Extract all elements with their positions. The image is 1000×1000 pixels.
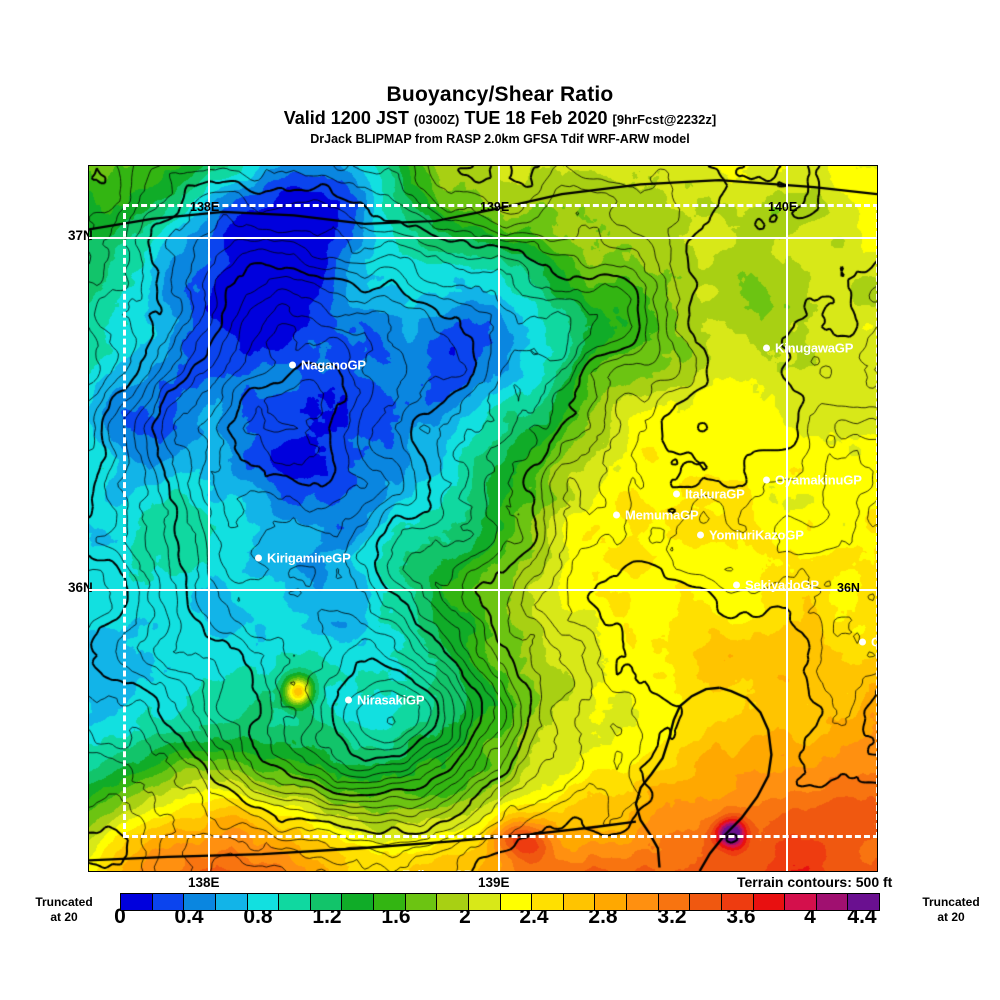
color-scale-cell	[374, 894, 406, 910]
color-scale-cell	[468, 894, 501, 910]
axis-latitude-label: 36N	[68, 580, 93, 595]
color-scale-cell	[121, 894, 153, 910]
station-marker[interactable]: SekiyadoGP	[733, 578, 819, 593]
color-scale-cell	[816, 894, 849, 910]
color-scale-cell	[184, 894, 216, 910]
color-scale-tick-label: 2	[459, 905, 471, 928]
axis-longitude-label: 139E	[478, 875, 510, 890]
station-marker[interactable]: FujiganeGP	[390, 868, 472, 873]
color-scale-bar[interactable]	[120, 893, 880, 911]
truncated-right-line2: at 20	[937, 910, 965, 924]
color-scale-cell	[753, 894, 786, 910]
valid-date: TUE 18 Feb 2020	[464, 108, 608, 128]
color-scale-tick-label: 0	[114, 905, 126, 928]
station-dot-icon	[763, 344, 770, 352]
truncated-note-left: Truncated at 20	[18, 895, 110, 925]
graticule-meridian	[786, 166, 788, 871]
station-label: KirigamineGP	[267, 550, 351, 566]
color-scale-cell	[405, 894, 438, 910]
station-label: FujiganeGP	[402, 868, 472, 872]
valid-utc: (0300Z)	[413, 112, 460, 127]
color-scale-cell	[785, 894, 817, 910]
domain-boundary-box	[123, 204, 877, 838]
title-block: Buoyancy/Shear Ratio Valid 1200 JST (030…	[0, 84, 1000, 147]
map-raster	[89, 166, 877, 871]
color-scale-cell	[595, 894, 627, 910]
longitude-label: 138E	[190, 200, 220, 214]
axis-latitude-label: 37N	[68, 228, 93, 243]
graticule-meridian	[208, 166, 210, 871]
station-dot-icon	[289, 361, 296, 369]
station-marker[interactable]: OyamakinuGP	[763, 473, 862, 488]
page-title: Buoyancy/Shear Ratio	[386, 83, 614, 106]
station-label: Ohtone	[871, 635, 877, 650]
forecast-tag: [9hrFcst@2232z]	[612, 112, 717, 127]
graticule-meridian	[498, 166, 500, 871]
latitude-label-inside: 36N	[837, 581, 860, 595]
truncated-right-line1: Truncated	[922, 895, 980, 909]
color-scale-cell	[721, 894, 754, 910]
station-dot-icon	[255, 554, 262, 562]
station-marker[interactable]: Ohtone	[859, 635, 877, 650]
station-dot-icon	[859, 638, 866, 646]
truncated-left-line1: Truncated	[35, 895, 93, 909]
color-scale-cell	[532, 894, 564, 910]
color-scale-cell	[627, 894, 659, 910]
color-scale-cell	[658, 894, 691, 910]
station-marker[interactable]: NaganoGP	[289, 358, 366, 373]
color-scale-cell	[152, 894, 185, 910]
station-dot-icon	[697, 531, 704, 539]
station-marker[interactable]: MemumaGP	[613, 508, 699, 523]
truncated-note-right: Truncated at 20	[905, 895, 997, 925]
station-dot-icon	[345, 696, 352, 704]
graticule-parallel	[89, 237, 877, 239]
station-dot-icon	[390, 872, 397, 873]
color-scale-cell	[500, 894, 533, 910]
station-label: ItakuraGP	[685, 486, 745, 502]
longitude-label: 139E	[480, 200, 510, 214]
station-marker[interactable]: KinugawaGP	[763, 341, 853, 356]
station-dot-icon	[733, 581, 740, 589]
station-marker[interactable]: YomiuriKazoGP	[697, 528, 804, 543]
longitude-label: 140E	[768, 200, 798, 214]
color-scale-tick-label: 4	[804, 905, 816, 928]
station-label: YomiuriKazoGP	[709, 527, 804, 543]
color-scale-cell	[690, 894, 722, 910]
color-scale-cell	[437, 894, 469, 910]
axis-longitude-label: 138E	[188, 875, 220, 890]
station-marker[interactable]: NirasakiGP	[345, 692, 425, 708]
forecast-map[interactable]: 138E 139E 140E 36N NaganoGP KirigamineGP Nira…	[88, 165, 878, 872]
graticule-parallel	[89, 589, 877, 591]
terrain-contour-note: Terrain contours: 500 ft	[737, 874, 893, 890]
color-scale-cell	[848, 894, 879, 910]
station-label: NaganoGP	[301, 357, 366, 373]
color-scale-cell	[215, 894, 248, 910]
station-marker[interactable]: KirigamineGP	[255, 551, 351, 566]
station-label: SekiyadoGP	[745, 577, 819, 593]
valid-time-line: Valid 1200 JST (0300Z) TUE 18 Feb 2020 […	[0, 107, 1000, 131]
color-scale-cell	[310, 894, 343, 910]
color-scale-cell	[563, 894, 596, 910]
truncated-left-line2: at 20	[50, 910, 78, 924]
valid-prefix: Valid 1200 JST	[283, 108, 409, 128]
model-line: DrJack BLIPMAP from RASP 2.0km GFSA Tdif…	[310, 132, 690, 146]
station-label: KinugawaGP	[775, 340, 854, 356]
station-dot-icon	[673, 490, 680, 498]
station-label: OyamakinuGP	[775, 472, 862, 488]
color-scale-cell	[342, 894, 374, 910]
station-label: NirasakiGP	[357, 692, 425, 708]
color-scale-cell	[247, 894, 280, 910]
station-dot-icon	[613, 511, 620, 519]
color-scale-cell	[279, 894, 311, 910]
station-label: MemumaGP	[625, 507, 699, 523]
station-dot-icon	[763, 476, 770, 484]
station-marker[interactable]: ItakuraGP	[673, 487, 745, 502]
